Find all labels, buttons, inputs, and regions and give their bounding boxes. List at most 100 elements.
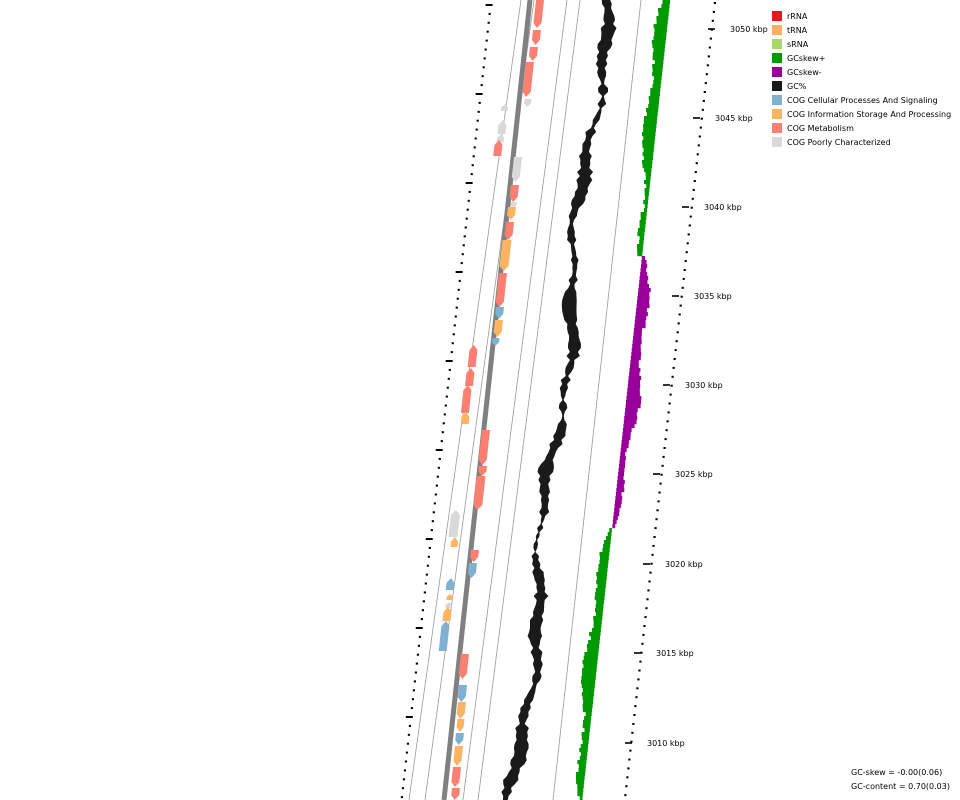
outer-ruler-tick <box>488 12 491 15</box>
ruler-tick <box>625 785 628 788</box>
gc-skew-negative <box>613 512 620 517</box>
gc-skew-positive <box>603 540 611 545</box>
gc-skew-negative <box>626 400 641 405</box>
legend-swatch <box>772 123 782 133</box>
gc-skew-positive <box>579 796 583 800</box>
gene-feature <box>493 320 503 337</box>
ruler-tick <box>651 553 654 556</box>
gc-skew-positive <box>583 656 598 661</box>
ruler-tick <box>679 304 682 307</box>
outer-ruler-tick <box>446 386 449 389</box>
gc-skew-positive <box>643 124 657 129</box>
gene-feature <box>529 47 538 61</box>
ruler-tick <box>637 678 640 681</box>
gc-skew-positive <box>642 164 652 169</box>
gene-feature <box>511 157 522 182</box>
outer-ruler-tick <box>405 716 413 718</box>
outer-ruler-tick <box>434 493 437 496</box>
ruler-tick <box>700 117 703 120</box>
outer-ruler-tick <box>482 66 485 69</box>
gc-skew-positive <box>644 192 649 197</box>
ruler-tick <box>652 544 655 547</box>
outer-ruler-tick <box>455 271 463 273</box>
ruler-tick <box>632 722 635 725</box>
gc-skew-positive <box>582 740 589 745</box>
gene-feature <box>496 134 505 142</box>
gc-skew-positive <box>637 248 643 253</box>
gc-skew-positive <box>654 60 664 65</box>
outer-ruler-tick <box>456 297 459 300</box>
gc-skew-negative <box>623 424 635 429</box>
outer-ruler-tick <box>461 253 464 256</box>
ruler-tick <box>648 580 651 583</box>
outer-ruler-tick <box>403 769 407 772</box>
gc-skew-positive <box>595 608 604 613</box>
gc-skew-positive <box>639 224 646 229</box>
ruler-tick <box>703 91 706 93</box>
ruler-tick <box>708 46 711 49</box>
gene-feature <box>456 719 465 732</box>
gene-feature <box>448 510 460 537</box>
gc-skew-positive <box>584 652 599 657</box>
gc-skew-positive <box>576 772 586 777</box>
outer-ruler-tick <box>422 600 425 603</box>
outer-ruler-tick <box>475 93 483 95</box>
legend-item-cog-information: COG Information Storage And Processing <box>772 107 951 121</box>
gc-skew-negative <box>620 448 627 453</box>
gc-skew-negative <box>633 328 642 333</box>
ruler-tick <box>665 429 668 432</box>
ruler-tick <box>697 144 700 147</box>
gc-skew-negative <box>626 392 640 397</box>
gc-skew-positive <box>637 232 645 237</box>
ruler-tick <box>693 180 696 182</box>
gene-feature <box>460 385 472 413</box>
legend-item-gcskew-minus: GCskew- <box>772 65 951 79</box>
ruler-tick <box>670 384 673 387</box>
outer-ruler-tick <box>483 57 486 60</box>
gc-skew-negative <box>615 500 622 505</box>
gc-skew-positive <box>653 36 667 41</box>
legend-swatch <box>772 81 782 91</box>
outer-ticks <box>400 4 493 799</box>
outer-ruler-tick <box>401 787 405 790</box>
outer-ruler-tick <box>413 680 416 683</box>
gc-skew-positive <box>581 736 589 741</box>
ruler-tick <box>695 162 698 165</box>
legend-item-gc-percent: GC% <box>772 79 951 93</box>
gc-skew-negative <box>624 412 637 417</box>
axis-tick-label: 3040 kbp <box>704 203 742 212</box>
outer-ruler-tick <box>436 475 439 478</box>
ruler-tick <box>638 669 641 672</box>
legend-swatch <box>772 25 782 35</box>
outer-ruler-tick <box>438 457 441 460</box>
axis-tick-label: 3030 kbp <box>685 381 723 390</box>
gc-skew-positive <box>637 228 645 233</box>
outer-ruler-tick <box>458 279 461 282</box>
gc-skew-positive <box>578 764 586 769</box>
gc-skew-positive <box>589 632 601 637</box>
legend-label: COG Poorly Characterized <box>787 137 891 147</box>
gene-feature <box>509 185 519 202</box>
gc-skew-negative <box>636 308 647 313</box>
gc-skew-positive <box>642 132 656 137</box>
ruler-tick <box>641 642 644 645</box>
outer-ruler-tick <box>407 733 411 736</box>
ruler-tick <box>660 473 663 476</box>
outer-ruler-tick <box>454 315 457 318</box>
gc-skew-negative <box>641 260 647 265</box>
ruler-tick <box>629 749 632 752</box>
ruler-tick <box>657 500 660 503</box>
gc-skew-positive <box>639 220 646 225</box>
gc-skew-positive <box>642 144 655 149</box>
ruler-tick <box>675 340 678 343</box>
legend-swatch <box>772 11 782 21</box>
outer-ruler-tick <box>451 342 454 345</box>
outer-ruler-tick <box>470 173 473 176</box>
gc-skew-positive <box>644 180 651 185</box>
gene-feature <box>504 222 514 240</box>
gc-skew-positive <box>658 8 670 13</box>
ruler-tick <box>689 215 692 218</box>
gene-feature <box>467 563 477 578</box>
gc-skew-positive <box>646 184 650 189</box>
gc-skew-positive <box>596 612 603 617</box>
